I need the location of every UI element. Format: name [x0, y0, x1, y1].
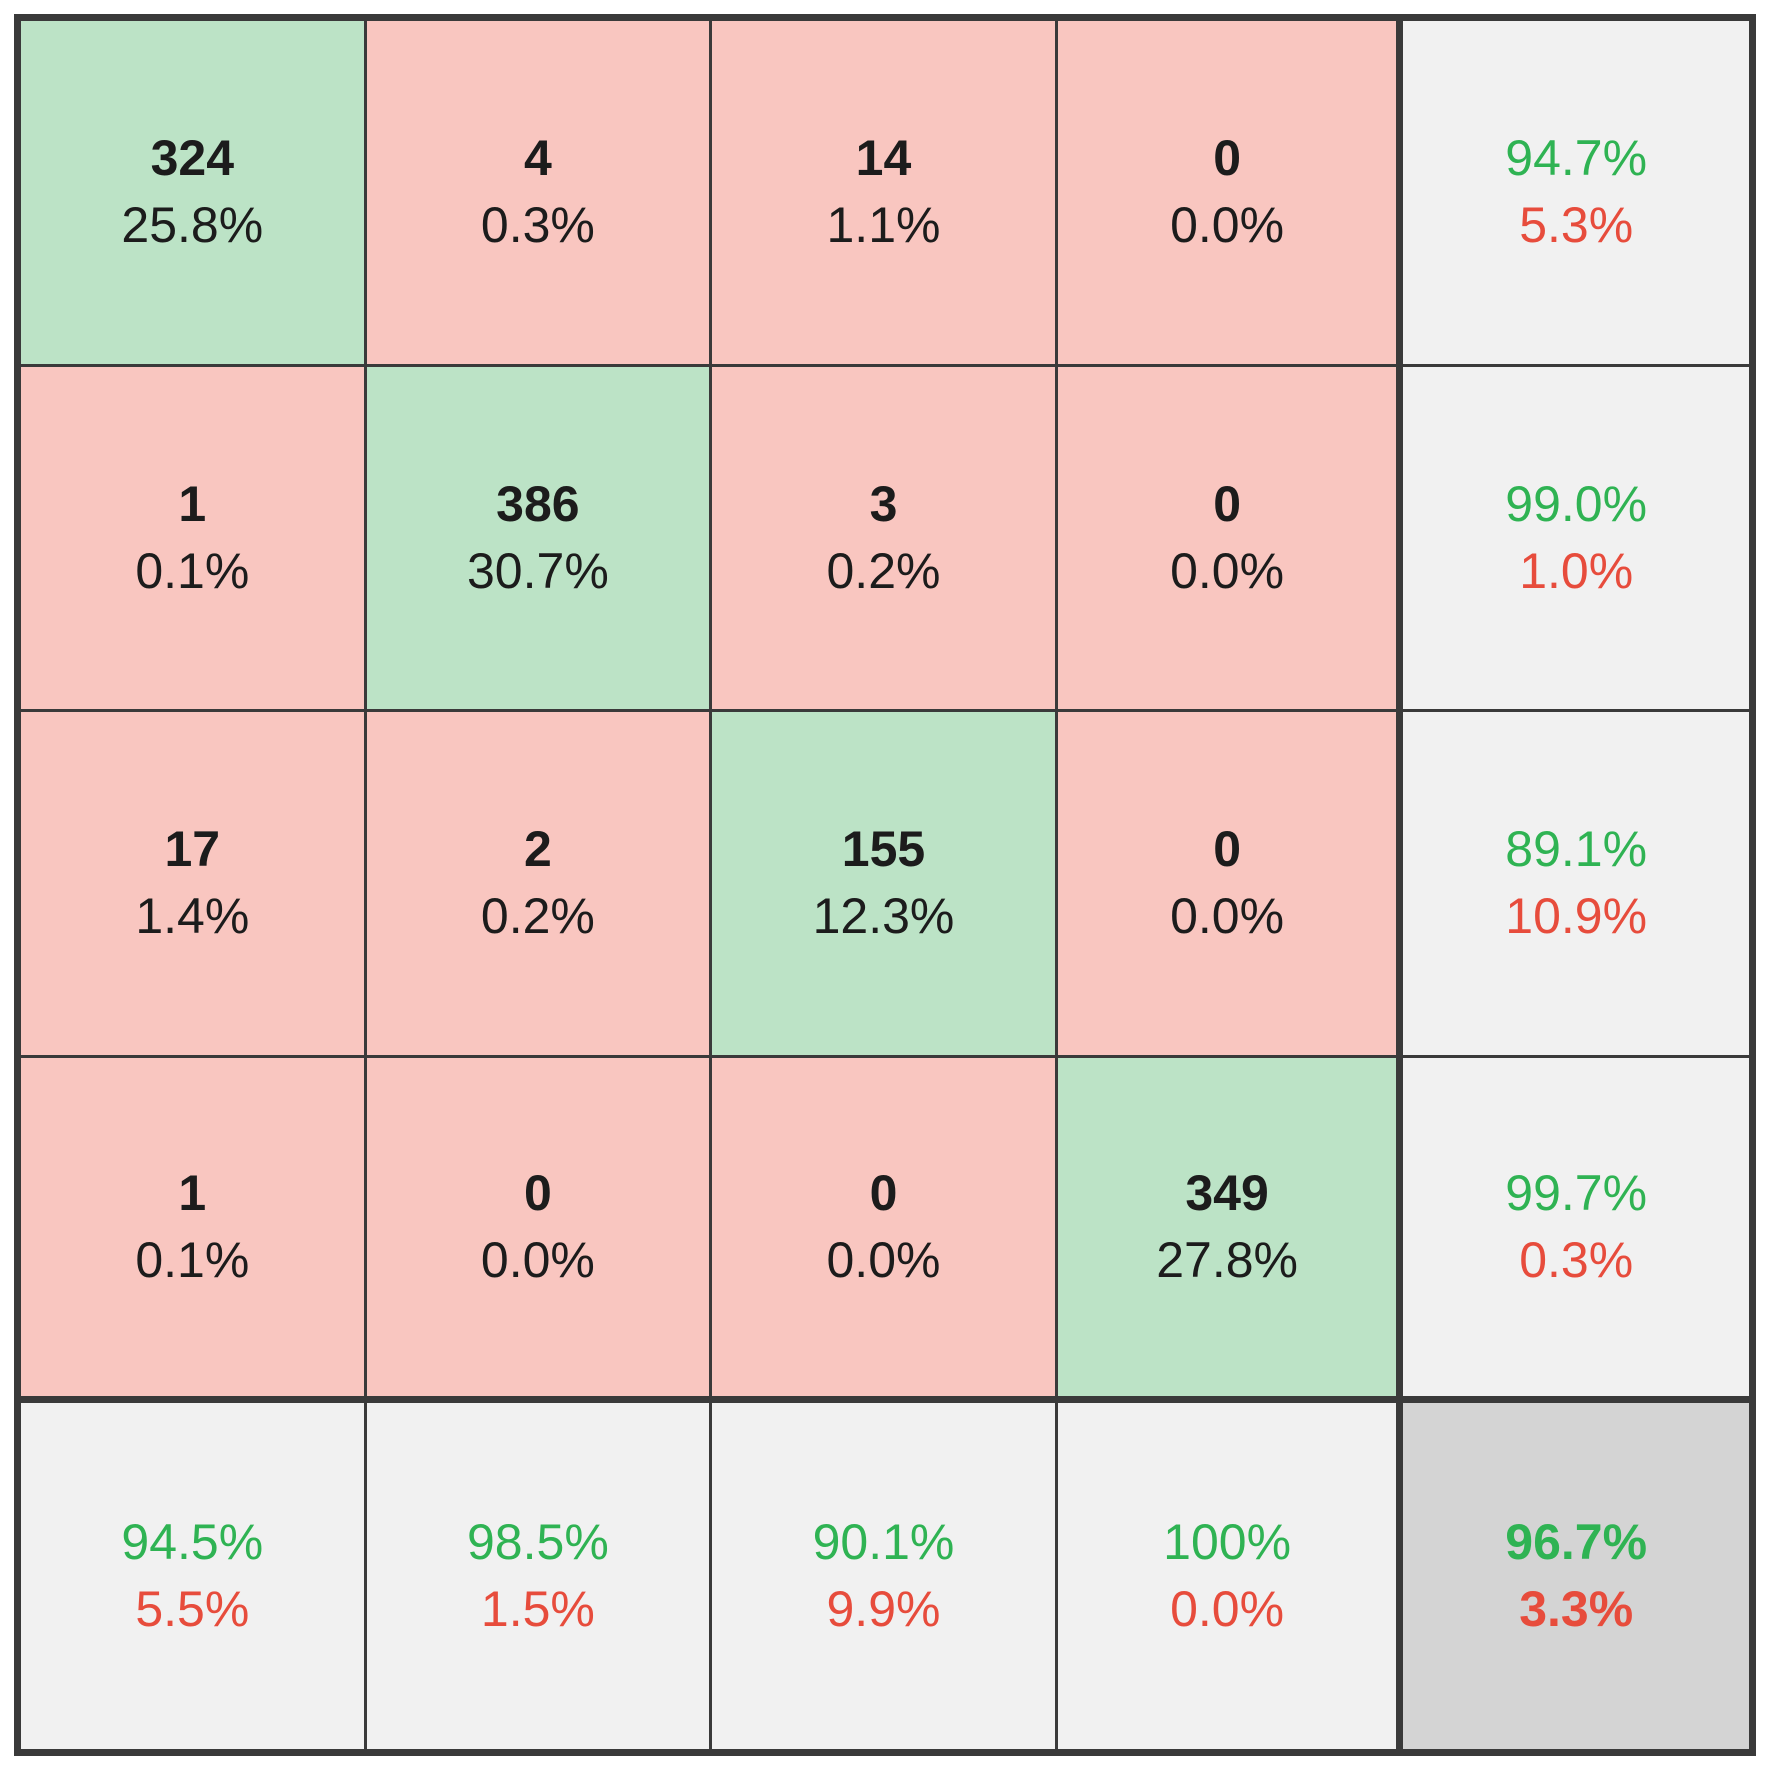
overall-positive-percentage: 96.7% — [1505, 1514, 1648, 1571]
cell-percentage: 0.2% — [826, 542, 941, 599]
column-summary-c3: 90.1% 9.9% — [712, 1403, 1058, 1749]
positive-percentage: 90.1% — [812, 1514, 955, 1571]
positive-percentage: 89.1% — [1505, 821, 1648, 878]
cell-percentage: 0.3% — [480, 197, 595, 254]
cell-count: 4 — [523, 130, 552, 187]
cell-percentage: 0.0% — [480, 1232, 595, 1289]
matrix-cell-r2c1: 1 0.1% — [21, 366, 367, 713]
cell-percentage: 25.8% — [121, 197, 264, 254]
positive-percentage: 98.5% — [467, 1514, 609, 1571]
positive-percentage: 99.0% — [1505, 475, 1648, 532]
negative-percentage: 9.9% — [826, 1581, 941, 1638]
cell-count: 324 — [150, 130, 235, 187]
matrix-cell-r1c3: 14 1.1% — [712, 21, 1058, 367]
row-summary-r1: 94.7% 5.3% — [1403, 21, 1749, 367]
positive-percentage: 100% — [1163, 1514, 1292, 1571]
column-summary-c2: 98.5% 1.5% — [366, 1403, 713, 1749]
cell-percentage: 0.2% — [480, 888, 595, 945]
matrix-cell-r4c2: 0 0.0% — [366, 1057, 713, 1404]
confusion-matrix: 324 25.8% 4 0.3% 14 1.1% 0 0.0% 94.7% 5.… — [14, 14, 1756, 1756]
cell-percentage: 12.3% — [812, 888, 955, 945]
negative-percentage: 5.5% — [135, 1581, 250, 1638]
row-summary-r2: 99.0% 1.0% — [1403, 366, 1749, 713]
positive-percentage: 94.7% — [1505, 130, 1648, 187]
matrix-cell-r2c2: 386 30.7% — [366, 366, 713, 713]
cell-percentage: 1.1% — [826, 197, 941, 254]
matrix-cell-r3c2: 2 0.2% — [366, 712, 713, 1058]
negative-percentage: 0.0% — [1170, 1581, 1285, 1638]
cell-percentage: 0.1% — [135, 1232, 250, 1289]
positive-percentage: 94.5% — [121, 1514, 264, 1571]
cell-count: 1 — [178, 475, 207, 532]
matrix-cell-r1c2: 4 0.3% — [366, 21, 713, 367]
matrix-cell-r4c4: 349 27.8% — [1057, 1057, 1404, 1404]
negative-percentage: 1.0% — [1519, 542, 1634, 599]
matrix-cell-r1c4: 0 0.0% — [1057, 21, 1404, 367]
cell-percentage: 0.0% — [1170, 888, 1285, 945]
cell-percentage: 0.1% — [135, 542, 250, 599]
matrix-cell-r3c3: 155 12.3% — [712, 712, 1058, 1058]
cell-count: 0 — [1213, 475, 1241, 532]
matrix-cell-r2c3: 3 0.2% — [712, 366, 1058, 713]
cell-percentage: 27.8% — [1156, 1232, 1298, 1289]
cell-percentage: 0.0% — [826, 1232, 941, 1289]
negative-percentage: 0.3% — [1519, 1232, 1634, 1289]
cell-count: 349 — [1185, 1165, 1269, 1222]
cell-percentage: 0.0% — [1170, 197, 1285, 254]
cell-percentage: 1.4% — [135, 888, 250, 945]
cell-count: 0 — [1213, 130, 1241, 187]
column-summary-c1: 94.5% 5.5% — [21, 1403, 367, 1749]
cell-count: 0 — [869, 1165, 898, 1222]
cell-count: 3 — [869, 475, 898, 532]
overall-negative-percentage: 3.3% — [1519, 1581, 1634, 1638]
cell-count: 2 — [523, 821, 552, 878]
cell-count: 155 — [841, 821, 926, 878]
cell-percentage: 0.0% — [1170, 542, 1285, 599]
cell-count: 386 — [496, 475, 580, 532]
row-summary-r3: 89.1% 10.9% — [1403, 712, 1749, 1058]
negative-percentage: 10.9% — [1505, 888, 1648, 945]
matrix-cell-r1c1: 324 25.8% — [21, 21, 367, 367]
matrix-cell-r2c4: 0 0.0% — [1057, 366, 1404, 713]
cell-count: 1 — [178, 1165, 207, 1222]
cell-count: 0 — [1213, 821, 1241, 878]
cell-count: 0 — [523, 1165, 552, 1222]
row-summary-r4: 99.7% 0.3% — [1403, 1057, 1749, 1404]
cell-count: 17 — [164, 821, 221, 878]
negative-percentage: 1.5% — [480, 1581, 595, 1638]
matrix-cell-r4c1: 1 0.1% — [21, 1057, 367, 1404]
column-summary-c4: 100% 0.0% — [1057, 1403, 1404, 1749]
positive-percentage: 99.7% — [1505, 1165, 1648, 1222]
matrix-cell-r3c4: 0 0.0% — [1057, 712, 1404, 1058]
negative-percentage: 5.3% — [1519, 197, 1634, 254]
cell-count: 14 — [855, 130, 912, 187]
overall-accuracy-cell: 96.7% 3.3% — [1403, 1403, 1749, 1749]
cell-percentage: 30.7% — [467, 542, 609, 599]
matrix-cell-r3c1: 17 1.4% — [21, 712, 367, 1058]
matrix-cell-r4c3: 0 0.0% — [712, 1057, 1058, 1404]
